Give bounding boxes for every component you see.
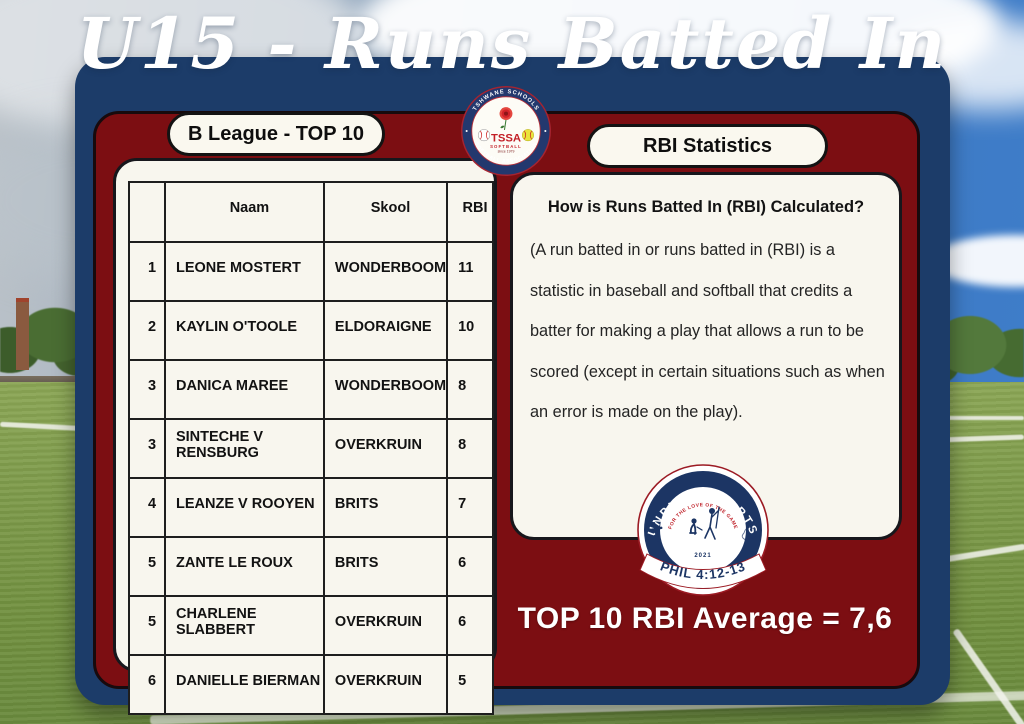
stats-body: (A run batted in or runs batted in (RBI)… xyxy=(530,230,885,433)
cell-skool: OVERKRUIN xyxy=(322,654,449,715)
fence-left xyxy=(0,376,95,385)
rbi-table-card: Naam Skool RBI 1 LEONE MOSTERT WONDERBOO… xyxy=(113,158,497,715)
cell-rbi: 6 xyxy=(446,595,494,656)
cell-naam: KAYLIN O'TOOLE xyxy=(163,300,325,361)
cell-rbi: 10 xyxy=(446,300,494,361)
table-row: 3 DANICA MAREE WONDERBOOM 8 xyxy=(128,359,494,420)
unplug-banner xyxy=(639,553,767,589)
cell-rbi: 8 xyxy=(446,418,494,479)
cell-naam: DANICA MAREE xyxy=(163,359,325,420)
league-pill-label: B League - TOP 10 xyxy=(188,122,364,145)
header-skool: Skool xyxy=(322,181,449,243)
cell-rbi: 7 xyxy=(446,477,494,538)
page-title: U15 - Runs Batted In xyxy=(76,2,948,85)
cell-rank: 3 xyxy=(128,418,166,479)
table-row: 6 DANIELLE BIERMAN OVERKRUIN 5 xyxy=(128,654,494,715)
field-line xyxy=(938,416,1024,420)
goat-icon xyxy=(741,527,757,541)
table-row: 5 ZANTE LE ROUX BRITS 6 xyxy=(128,536,494,597)
stats-pill-label: RBI Statistics xyxy=(643,134,772,157)
header-rank xyxy=(128,181,166,243)
tssa-flower-icon xyxy=(499,107,513,131)
tssa-abbr: TSSA xyxy=(491,133,521,145)
cell-rbi: 6 xyxy=(446,536,494,597)
cell-skool: WONDERBOOM xyxy=(322,241,449,302)
header-naam: Naam xyxy=(163,181,325,243)
cell-skool: OVERKRUIN xyxy=(322,418,449,479)
cell-rbi: 11 xyxy=(446,241,494,302)
cell-rank: 6 xyxy=(128,654,166,715)
league-pill: B League - TOP 10 xyxy=(167,112,385,156)
unplug-year: 2021 xyxy=(694,553,711,559)
cell-rank: 2 xyxy=(128,300,166,361)
cell-rbi: 5 xyxy=(446,654,494,715)
table-row: 4 LEANZE V ROOYEN BRITS 7 xyxy=(128,477,494,538)
cell-skool: BRITS xyxy=(322,477,449,538)
tssa-since: since 1979 xyxy=(498,149,515,153)
softball-icon xyxy=(521,129,534,142)
stats-card: How is Runs Batted In (RBI) Calculated? … xyxy=(510,172,902,540)
cell-rank: 5 xyxy=(128,536,166,597)
cell-naam: ZANTE LE ROUX xyxy=(163,536,325,597)
baseball-icon xyxy=(478,129,491,142)
tssa-dot-right xyxy=(544,129,547,133)
stats-line: batter for making a play that allows a r… xyxy=(530,322,864,340)
stats-heading: How is Runs Batted In (RBI) Calculated? xyxy=(547,198,865,216)
cell-rank: 4 xyxy=(128,477,166,538)
cell-skool: WONDERBOOM xyxy=(322,359,449,420)
rbi-average-text: TOP 10 RBI Average = 7,6 xyxy=(517,602,893,635)
players-illustration-icon xyxy=(689,506,720,540)
table-row: 3 SINTECHE V RENSBURG OVERKRUIN 8 xyxy=(128,418,494,479)
cell-skool: BRITS xyxy=(322,536,449,597)
stats-pill: RBI Statistics xyxy=(587,124,828,168)
table-header-row: Naam Skool RBI xyxy=(128,181,494,243)
tssa-sport: SOFTBALL xyxy=(490,144,522,149)
cell-naam: LEANZE V ROOYEN xyxy=(163,477,325,538)
rbi-table: Naam Skool RBI 1 LEONE MOSTERT WONDERBOO… xyxy=(128,181,494,715)
cell-rbi: 8 xyxy=(446,359,494,420)
header-rbi: RBI xyxy=(446,181,494,243)
cell-rank: 3 xyxy=(128,359,166,420)
table-row: 5 CHARLENE SLABBERT OVERKRUIN 6 xyxy=(128,595,494,656)
stats-line: statistic in baseball and softball that … xyxy=(530,281,853,300)
stats-line: (A run batted in or runs batted in (RBI)… xyxy=(530,241,835,259)
cell-naam: SINTECHE V RENSBURG xyxy=(163,418,325,479)
cell-skool: OVERKRUIN xyxy=(322,595,449,656)
cell-naam: CHARLENE SLABBERT xyxy=(163,595,325,656)
stats-line: scored (except in certain situations suc… xyxy=(530,362,885,381)
cell-naam: LEONE MOSTERT xyxy=(163,241,325,302)
table-row: 1 LEONE MOSTERT WONDERBOOM 11 xyxy=(128,241,494,302)
cell-naam: DANIELLE BIERMAN xyxy=(163,654,325,715)
cell-rank: 1 xyxy=(128,241,166,302)
table-row: 2 KAYLIN O'TOOLE ELDORAIGNE 10 xyxy=(128,300,494,361)
tssa-logo: TSHWANE SCHOOLS SOFTBALL ASSOCIATION TSS… xyxy=(461,86,551,176)
cell-rank: 5 xyxy=(128,595,166,656)
brick-tower xyxy=(16,298,29,370)
cross-icon xyxy=(648,521,663,543)
unplug-sports-logo: UNPLUG SPORTS FOR THE LOVE OF THE GAME 2… xyxy=(637,464,769,596)
cell-skool: ELDORAIGNE xyxy=(322,300,449,361)
stats-line: an error is made on the play). xyxy=(530,403,743,421)
tssa-dot-left xyxy=(465,129,468,133)
tssa-inner-disc xyxy=(471,96,541,166)
